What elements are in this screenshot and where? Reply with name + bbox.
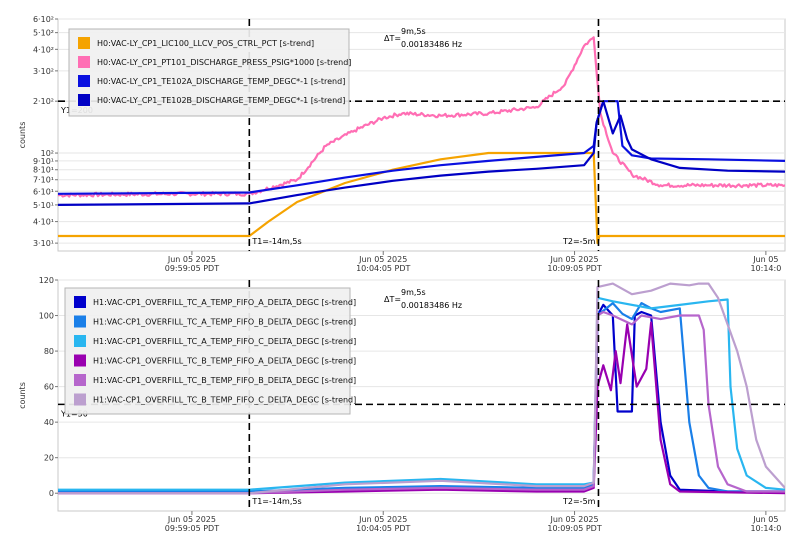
x-tick-label-time: 10:14:0 — [750, 264, 781, 273]
series-group — [58, 282, 785, 495]
x-tick-label-date: Jun 05 — [752, 515, 778, 524]
t2-cursor-label: T2=-5m — [562, 497, 596, 506]
legend-entry-label: H1:VAC-CP1_OVERFILL_TC_A_TEMP_FIFO_A_DEL… — [93, 298, 356, 307]
x-tick-label-time: 10:14:0 — [750, 524, 781, 533]
y-tick-label: 80 — [44, 347, 54, 356]
legend-box — [68, 28, 350, 117]
x-tick-label-time: 09:59:05 PDT — [165, 524, 219, 533]
y-tick-label: 100 — [39, 312, 54, 321]
x-tick-label-date: Jun 05 2025 — [549, 255, 598, 264]
y-tick-label: 3·10¹ — [33, 239, 54, 248]
series-line — [58, 310, 785, 495]
legend-box — [64, 287, 351, 415]
legend-swatch — [74, 296, 86, 308]
legend-swatch — [78, 75, 90, 87]
y-tick-label: 40 — [44, 418, 54, 427]
series-line — [58, 296, 785, 491]
legend-entry-label: H1:VAC-CP1_OVERFILL_TC_A_TEMP_FIFO_B_DEL… — [93, 318, 356, 327]
legend: H1:VAC-CP1_OVERFILL_TC_A_TEMP_FIFO_A_DEL… — [64, 287, 356, 415]
y-tick-label: 2·10² — [33, 97, 54, 106]
t1-cursor-label: T1=-14m,5s — [251, 237, 301, 246]
legend-entry-label: H0:VAC-LY_CP1_LIC100_LLCV_POS_CTRL_PCT [… — [97, 39, 314, 48]
y-tick-label: 0 — [49, 489, 54, 498]
y-tick-label: 9·10¹ — [33, 157, 54, 166]
legend-swatch — [74, 315, 86, 328]
x-tick-label-time: 09:59:05 PDT — [165, 264, 219, 273]
legend-entry-label: H0:VAC-LY_CP1_TE102A_DISCHARGE_TEMP_DEGC… — [97, 77, 345, 86]
y-tick-label: 4·10¹ — [33, 218, 54, 227]
series-line — [58, 302, 785, 493]
x-tick-label-time: 10:09:05 PDT — [547, 264, 601, 273]
t2-cursor-label: T2=-5m — [562, 237, 596, 246]
delta-frequency-value: 0.00183486 Hz — [401, 301, 462, 310]
legend-swatch — [74, 374, 86, 386]
x-tick-label-date: Jun 05 2025 — [549, 515, 598, 524]
x-tick-label-date: Jun 05 — [752, 255, 778, 264]
y-tick-label: 7·10¹ — [33, 176, 54, 185]
y-tick-label: 60 — [44, 383, 54, 392]
y-tick-label: 10² — [41, 149, 54, 158]
legend-entry-label: H1:VAC-CP1_OVERFILL_TC_B_TEMP_FIFO_B_DEL… — [93, 376, 356, 385]
x-tick-label-date: Jun 05 2025 — [358, 515, 407, 524]
legend-swatch — [78, 94, 90, 106]
y-tick-label: 20 — [44, 454, 54, 463]
y-tick-label: 6·10² — [33, 15, 54, 24]
legend-entry-label: H1:VAC-CP1_OVERFILL_TC_B_TEMP_FIFO_C_DEL… — [93, 396, 356, 405]
x-tick-label-time: 10:04:05 PDT — [356, 524, 410, 533]
legend-swatch — [74, 393, 86, 406]
series-line — [58, 151, 785, 245]
legend-entry-label: H0:VAC-LY_CP1_TE102B_DISCHARGE_TEMP_DEGC… — [97, 96, 345, 105]
series-line — [58, 100, 785, 206]
x-tick-label-date: Jun 05 2025 — [167, 255, 216, 264]
x-tick-label-date: Jun 05 2025 — [167, 515, 216, 524]
y-axis-label: counts — [18, 122, 27, 149]
delta-t-label: ΔT= — [384, 34, 401, 43]
t1-cursor-label: T1=-14m,5s — [251, 497, 301, 506]
y-tick-label: 4·10² — [33, 45, 54, 54]
y-tick-label: 8·10¹ — [33, 166, 54, 175]
legend-swatch — [78, 56, 90, 68]
x-tick-label-date: Jun 05 2025 — [358, 255, 407, 264]
delta-frequency-value: 0.00183486 Hz — [401, 40, 462, 49]
y-tick-label: 5·10¹ — [33, 201, 54, 210]
legend: H0:VAC-LY_CP1_LIC100_LLCV_POS_CTRL_PCT [… — [68, 28, 351, 117]
legend-swatch — [74, 354, 86, 367]
delta-t-value: 9m,5s — [401, 288, 426, 297]
legend-entry-label: H1:VAC-CP1_OVERFILL_TC_B_TEMP_FIFO_A_DEL… — [93, 357, 356, 366]
x-tick-label-time: 10:04:05 PDT — [356, 264, 410, 273]
y-tick-label: 5·10² — [33, 29, 54, 38]
delta-t-value: 9m,5s — [401, 27, 426, 36]
delta-t-label: ΔT= — [384, 295, 401, 304]
y-tick-label: 3·10² — [33, 67, 54, 76]
y-tick-label: 120 — [39, 276, 54, 285]
legend-swatch — [74, 335, 86, 347]
legend-swatch — [78, 37, 90, 49]
legend-entry-label: H1:VAC-CP1_OVERFILL_TC_A_TEMP_FIFO_C_DEL… — [93, 337, 356, 346]
series-line — [58, 321, 785, 495]
series-line — [58, 100, 785, 195]
y-axis-label: counts — [18, 382, 27, 409]
legend-entry-label: H0:VAC-LY_CP1_PT101_DISCHARGE_PRESS_PSIG… — [97, 58, 351, 67]
series-line — [58, 282, 785, 495]
y-tick-label: 6·10¹ — [33, 187, 54, 196]
x-tick-label-time: 10:09:05 PDT — [547, 524, 601, 533]
series-group — [58, 36, 785, 245]
